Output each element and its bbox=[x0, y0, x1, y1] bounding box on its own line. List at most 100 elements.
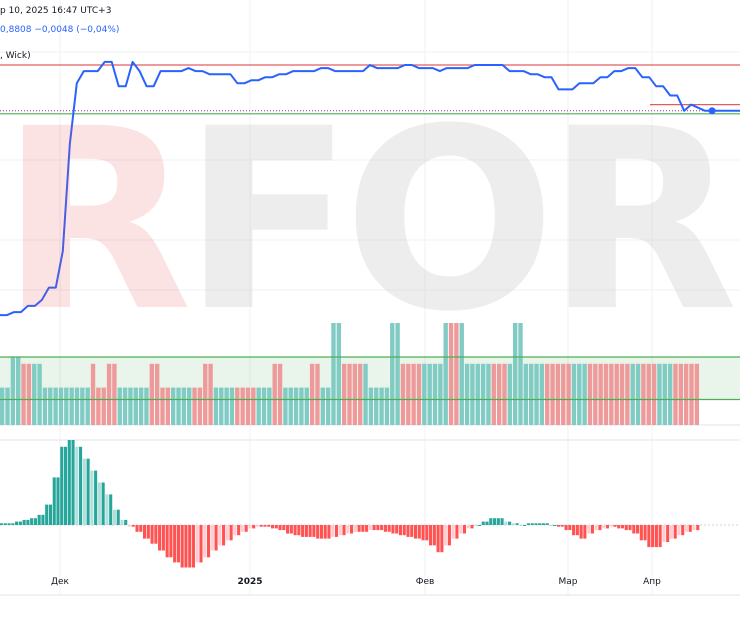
macd-bar bbox=[161, 525, 165, 551]
macd-bar bbox=[79, 446, 83, 525]
macd-bar bbox=[639, 525, 643, 541]
macd-bar bbox=[18, 521, 22, 525]
macd-bar bbox=[508, 521, 512, 525]
macd-bar bbox=[248, 525, 252, 529]
volume-bar bbox=[587, 363, 593, 425]
macd-bar bbox=[22, 519, 26, 525]
volume-bar bbox=[422, 363, 427, 425]
volume-bar bbox=[464, 363, 470, 425]
macd-bar bbox=[387, 525, 391, 532]
macd-bar bbox=[662, 525, 666, 542]
volume-bar bbox=[293, 387, 299, 425]
macd-bar bbox=[237, 525, 241, 536]
macd-bar bbox=[184, 525, 188, 568]
volume-bar bbox=[406, 363, 411, 425]
macd-bar bbox=[218, 525, 222, 546]
volume-bar bbox=[85, 387, 90, 425]
macd-bar bbox=[402, 525, 406, 536]
macd-bar bbox=[154, 525, 158, 544]
macd-bar bbox=[289, 525, 293, 534]
macd-bar bbox=[60, 446, 64, 525]
macd-bar bbox=[666, 525, 670, 542]
volume-bar bbox=[128, 387, 133, 425]
macd-bar bbox=[203, 525, 207, 558]
volume-bar bbox=[609, 363, 614, 425]
macd-bar bbox=[165, 525, 169, 558]
macd-bar bbox=[112, 509, 116, 525]
macd-bar bbox=[150, 525, 154, 544]
volume-bar bbox=[154, 363, 160, 425]
volume-bar bbox=[529, 363, 534, 425]
volume-bar bbox=[470, 363, 475, 425]
volume-bar bbox=[523, 363, 529, 425]
macd-bar bbox=[109, 494, 113, 525]
volume-bar bbox=[58, 387, 64, 425]
macd-bar bbox=[658, 525, 662, 548]
macd-bar bbox=[602, 525, 606, 529]
macd-bar bbox=[188, 525, 192, 568]
macd-bar bbox=[331, 525, 335, 537]
macd-bar bbox=[429, 525, 433, 546]
macd-bar bbox=[244, 525, 248, 532]
macd-bar bbox=[116, 509, 120, 525]
volume-bar bbox=[304, 387, 309, 425]
macd-bar bbox=[267, 525, 271, 527]
macd-bar bbox=[624, 525, 628, 531]
macd-bar bbox=[564, 525, 568, 531]
macd-bar bbox=[127, 525, 132, 527]
macd-bar bbox=[75, 446, 79, 525]
macd-bar bbox=[462, 525, 466, 534]
macd-bar bbox=[391, 525, 395, 534]
volume-bar bbox=[160, 387, 165, 425]
macd-bar bbox=[530, 523, 534, 525]
macd-bar bbox=[342, 525, 346, 536]
macd-bar bbox=[214, 525, 218, 551]
volume-bar bbox=[272, 363, 277, 425]
macd-bar bbox=[135, 525, 139, 532]
volume-bar bbox=[96, 387, 101, 425]
volume-bar bbox=[165, 387, 171, 425]
macd-bar bbox=[173, 525, 177, 563]
macd-bar bbox=[643, 525, 647, 541]
volume-bar bbox=[170, 387, 176, 425]
volume-bar bbox=[641, 363, 646, 425]
volume-bar bbox=[26, 363, 32, 425]
volume-bar bbox=[21, 363, 26, 425]
macd-bar bbox=[380, 525, 384, 531]
macd-bar bbox=[229, 525, 233, 541]
volume-bar bbox=[299, 387, 304, 425]
macd-bar bbox=[425, 525, 429, 541]
volume-bar bbox=[122, 387, 128, 425]
x-axis-label: Апр bbox=[643, 577, 661, 587]
macd-bar bbox=[255, 525, 259, 527]
volume-bar bbox=[400, 363, 406, 425]
macd-bar bbox=[146, 525, 150, 539]
macd-bar bbox=[496, 518, 500, 525]
macd-bar bbox=[459, 525, 463, 534]
volume-bar bbox=[683, 363, 689, 425]
macd-bar bbox=[575, 525, 579, 536]
macd-bar bbox=[556, 525, 561, 527]
macd-bar bbox=[651, 525, 655, 548]
macd-bar bbox=[180, 525, 184, 568]
macd-bar bbox=[673, 525, 677, 539]
volume-bar bbox=[10, 357, 16, 425]
macd-bar bbox=[353, 525, 357, 532]
volume-bar bbox=[630, 363, 635, 425]
macd-bar bbox=[560, 525, 564, 527]
macd-bar bbox=[131, 525, 135, 527]
macd-bar bbox=[511, 523, 515, 525]
macd-bar bbox=[26, 519, 30, 525]
macd-bar bbox=[293, 525, 297, 536]
macd-bar bbox=[124, 519, 128, 525]
last-value-marker bbox=[708, 107, 716, 115]
macd-bar bbox=[417, 525, 421, 539]
volume-bar bbox=[74, 387, 80, 425]
volume-bar bbox=[101, 387, 106, 425]
macd-bar bbox=[282, 525, 286, 531]
macd-bar bbox=[191, 525, 196, 568]
macd-bar bbox=[240, 525, 244, 532]
volume-bar bbox=[443, 323, 448, 425]
macd-bar bbox=[372, 525, 376, 531]
macd-bar bbox=[7, 523, 11, 525]
